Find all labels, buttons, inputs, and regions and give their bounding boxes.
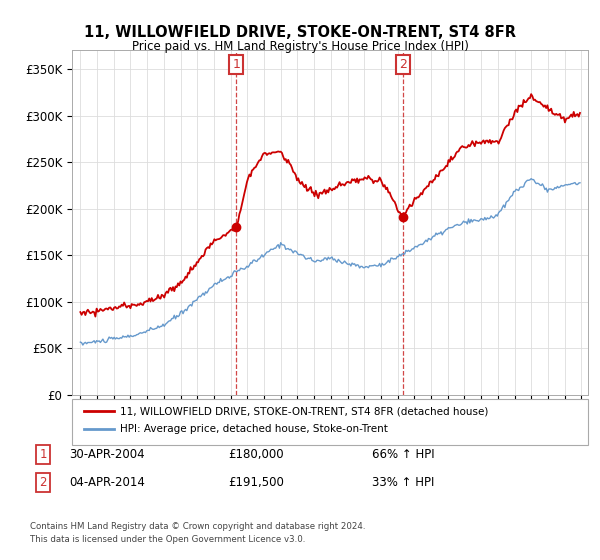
Text: 11, WILLOWFIELD DRIVE, STOKE-ON-TRENT, ST4 8FR (detached house): 11, WILLOWFIELD DRIVE, STOKE-ON-TRENT, S… [120, 406, 488, 416]
Text: £180,000: £180,000 [228, 448, 284, 461]
Text: HPI: Average price, detached house, Stoke-on-Trent: HPI: Average price, detached house, Stok… [120, 424, 388, 434]
Text: 1: 1 [232, 58, 240, 71]
Text: 30-APR-2004: 30-APR-2004 [69, 448, 145, 461]
Text: £191,500: £191,500 [228, 476, 284, 489]
Text: 2: 2 [399, 58, 407, 71]
Text: 1: 1 [40, 448, 47, 461]
Text: 04-APR-2014: 04-APR-2014 [69, 476, 145, 489]
Text: Price paid vs. HM Land Registry's House Price Index (HPI): Price paid vs. HM Land Registry's House … [131, 40, 469, 53]
Text: Contains HM Land Registry data © Crown copyright and database right 2024.: Contains HM Land Registry data © Crown c… [30, 522, 365, 531]
Text: 33% ↑ HPI: 33% ↑ HPI [372, 476, 434, 489]
Text: 66% ↑ HPI: 66% ↑ HPI [372, 448, 434, 461]
Text: 11, WILLOWFIELD DRIVE, STOKE-ON-TRENT, ST4 8FR: 11, WILLOWFIELD DRIVE, STOKE-ON-TRENT, S… [84, 25, 516, 40]
Text: This data is licensed under the Open Government Licence v3.0.: This data is licensed under the Open Gov… [30, 535, 305, 544]
Text: 2: 2 [40, 476, 47, 489]
